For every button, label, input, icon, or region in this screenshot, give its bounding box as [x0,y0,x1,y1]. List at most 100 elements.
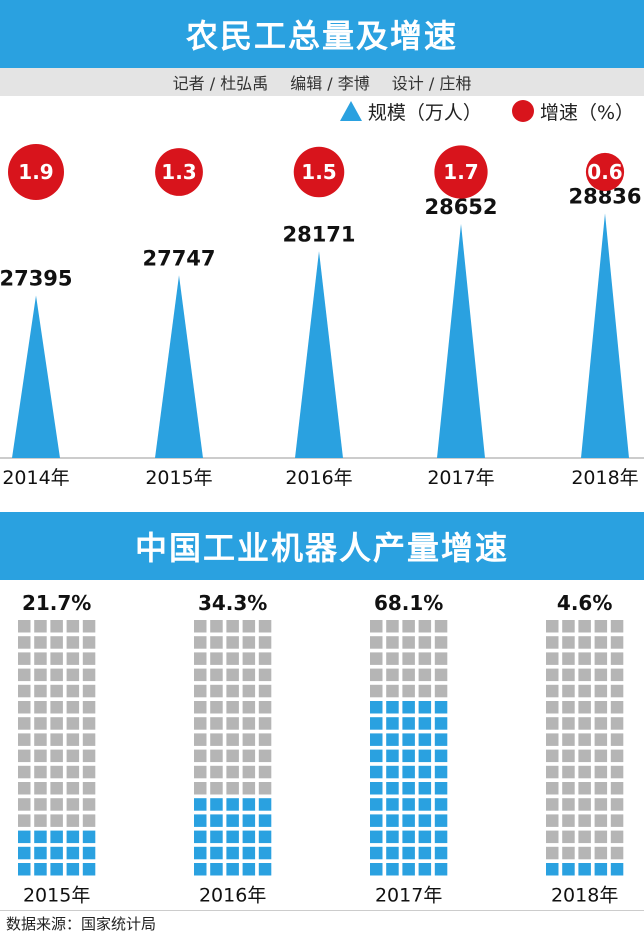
waffle-cell-filled [434,863,448,876]
waffle-cell-filled [82,846,96,860]
waffle-cell-empty [594,765,608,779]
waffle-cell-empty [546,814,559,827]
waffle-cell-empty [610,684,624,698]
waffle-cell-empty [562,782,575,795]
waffle-cell-empty [610,652,624,665]
waffle-cell-empty [66,782,80,795]
source-note: 数据来源：国家统计局 [6,915,157,933]
waffle-cell-filled [242,863,256,876]
waffle-cell-filled [402,846,415,860]
waffle-cell-empty [370,684,383,698]
waffle-cell-filled [194,798,207,811]
credit-design: 设计 / 庄枏 [391,74,472,93]
waffle-cell-empty [226,668,239,682]
waffle-cell-filled [370,846,383,860]
scale-triangle [155,275,203,458]
chart-title-workers: 农民工总量及增速 [0,0,644,68]
waffle-cell-empty [546,636,559,649]
waffle-cell-empty [50,765,63,779]
waffle-cell-empty [610,798,624,811]
waffle-cell-filled [18,846,31,860]
waffle-cell-filled [18,830,31,844]
waffle-cell-empty [194,733,207,746]
waffle-cell-empty [226,765,239,779]
waffle-cell-filled [210,830,223,844]
waffle-cell-filled [386,830,399,844]
waffle-cell-empty [226,749,239,763]
waffle-cell-filled [418,733,432,746]
waffle-cell-empty [578,717,591,730]
waffle-cell-empty [82,733,96,746]
waffle-cell-empty [546,733,559,746]
waffle-cell-empty [418,668,432,682]
waffle-cell-empty [210,733,223,746]
growth-value-label: 1.7 [443,160,478,184]
waffle-cell-empty [562,846,575,860]
waffle-cell-filled [402,733,415,746]
waffle-cell-empty [594,717,608,730]
waffle-cell-empty [82,798,96,811]
waffle-cell-empty [242,765,256,779]
waffle-cell-filled [194,814,207,827]
growth-value-label: 0.6 [587,160,622,184]
waffle-cell-empty [82,652,96,665]
waffle-cell-filled [210,814,223,827]
waffle-cell-empty [66,668,80,682]
waffle-cell-empty [242,749,256,763]
waffle-cell-empty [226,701,239,714]
waffle-cell-empty [546,765,559,779]
waffle-cell-empty [562,652,575,665]
waffle-cell-empty [546,684,559,698]
waffle-cell-filled [370,798,383,811]
waffle-cell-empty [50,620,63,633]
waffle-cell-filled [402,749,415,763]
waffle-cell-filled [370,830,383,844]
waffle-cell-empty [258,782,272,795]
waffle-cell-empty [50,701,63,714]
growth-value-label: 1.5 [301,160,336,184]
waffle-cell-empty [50,684,63,698]
waffle-cell-empty [546,830,559,844]
waffle-cell-empty [82,749,96,763]
waffle-cell-empty [418,684,432,698]
waffle-cell-empty [562,733,575,746]
waffle-cell-empty [370,636,383,649]
waffle-cell-empty [210,684,223,698]
waffle-cell-empty [370,620,383,633]
waffle-cell-filled [386,749,399,763]
waffle-cell-empty [66,814,80,827]
waffle-cell-filled [226,798,239,811]
waffle-cell-filled [258,863,272,876]
waffle-cell-filled [18,863,31,876]
waffle-cell-filled [370,863,383,876]
waffle-cell-filled [402,782,415,795]
waffle-cell-empty [50,636,63,649]
waffle-cell-filled [402,798,415,811]
circle-icon [511,100,534,122]
waffle-cell-empty [18,652,31,665]
waffle-cell-empty [258,701,272,714]
waffle-cell-empty [562,765,575,779]
credit-reporter: 记者 / 杜弘禹 [172,74,269,93]
waffle-cell-empty [546,701,559,714]
waffle-cell-empty [194,684,207,698]
growth-value-label: 68.1% [374,591,443,615]
waffle-cell-empty [562,636,575,649]
waffle-cell-empty [194,620,207,633]
waffle-cell-empty [34,668,47,682]
chart-title-robots: 中国工业机器人产量增速 [0,512,644,580]
waffle-cell-empty [194,782,207,795]
waffle-cell-filled [418,765,432,779]
scale-triangle [12,295,60,458]
waffle-cell-empty [18,733,31,746]
scale-value-label: 27395 [0,266,73,290]
waffle-cell-empty [66,733,80,746]
waffle-cell-empty [18,668,31,682]
waffle-cell-empty [386,652,399,665]
waffle-cell-filled [386,863,399,876]
waffle-cell-empty [210,668,223,682]
waffle-cell-filled [418,749,432,763]
waffle-cell-empty [50,717,63,730]
waffle-cell-empty [210,652,223,665]
waffle-cell-filled [418,701,432,714]
